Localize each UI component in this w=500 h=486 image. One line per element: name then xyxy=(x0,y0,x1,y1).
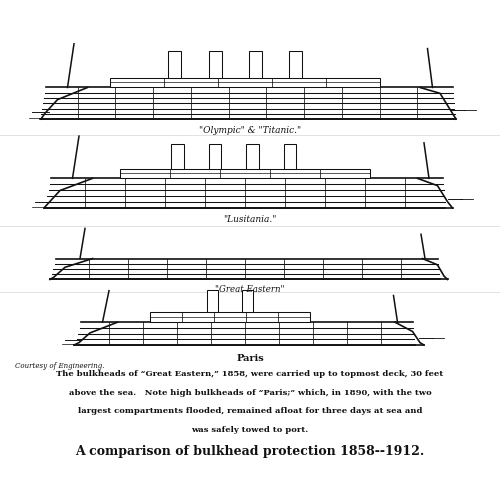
Bar xyxy=(248,51,262,78)
Bar xyxy=(110,78,380,87)
Bar xyxy=(150,312,310,322)
Bar xyxy=(168,51,181,78)
Bar xyxy=(209,144,221,169)
Text: "Olympic" & "Titanic.": "Olympic" & "Titanic." xyxy=(199,126,301,136)
Polygon shape xyxy=(44,178,453,208)
Text: The bulkheads of “Great Eastern,” 1858, were carried up to topmost deck, 30 feet: The bulkheads of “Great Eastern,” 1858, … xyxy=(56,370,444,378)
Text: Courtesy of Engineering.: Courtesy of Engineering. xyxy=(15,362,104,370)
Polygon shape xyxy=(50,259,448,279)
Bar xyxy=(207,290,218,312)
Text: "Lusitania.": "Lusitania." xyxy=(224,215,276,224)
Text: above the sea.   Note high bulkheads of “Paris;” which, in 1890, with the two: above the sea. Note high bulkheads of “P… xyxy=(68,389,432,397)
Bar xyxy=(242,290,253,312)
Polygon shape xyxy=(41,87,456,119)
Text: was safely towed to port.: was safely towed to port. xyxy=(192,426,308,434)
Bar xyxy=(208,51,222,78)
Text: largest compartments flooded, remained afloat for three days at sea and: largest compartments flooded, remained a… xyxy=(78,407,422,415)
Text: Paris: Paris xyxy=(236,354,264,363)
Bar xyxy=(171,144,183,169)
Polygon shape xyxy=(74,322,424,345)
Text: "Great Eastern": "Great Eastern" xyxy=(215,285,285,295)
Bar xyxy=(288,51,302,78)
Bar xyxy=(246,144,259,169)
Bar xyxy=(284,144,296,169)
Text: A comparison of bulkhead protection 1858--1912.: A comparison of bulkhead protection 1858… xyxy=(76,445,424,458)
Bar xyxy=(120,169,370,178)
